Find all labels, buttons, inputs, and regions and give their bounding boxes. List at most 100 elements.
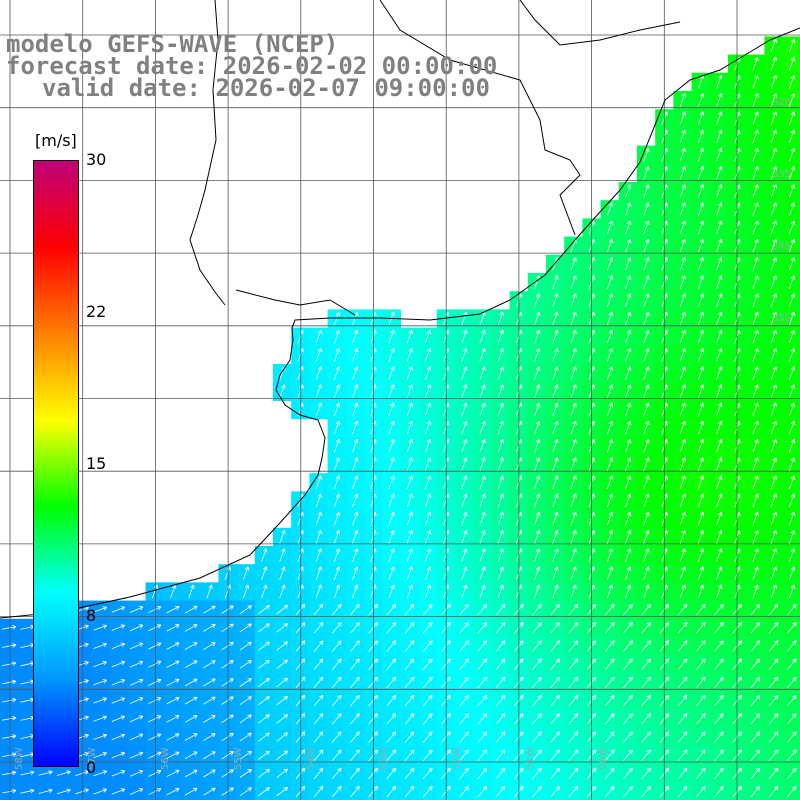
wind-arrow	[479, 348, 486, 362]
wind-arrow	[352, 366, 359, 380]
wind-arrow	[788, 38, 796, 53]
wind-arrow	[752, 293, 759, 308]
wind-arrow	[479, 584, 486, 599]
lon-label: 56W	[160, 747, 171, 770]
wind-cell	[200, 655, 219, 674]
wind-cell	[200, 764, 219, 784]
wind-arrow	[641, 713, 651, 725]
wind-cell	[764, 691, 784, 711]
wind-arrow	[788, 530, 796, 544]
wind-arrow	[752, 493, 759, 508]
wind-arrow	[313, 676, 324, 689]
wind-arrow	[677, 731, 688, 743]
wind-arrow	[479, 384, 486, 399]
wind-cell	[637, 618, 656, 638]
wind-arrow	[495, 658, 506, 670]
wind-arrow	[424, 566, 432, 581]
brazil-border	[379, 0, 581, 236]
wind-cell	[546, 728, 565, 747]
wind-arrow	[641, 603, 651, 616]
wind-arrow	[295, 749, 306, 761]
wind-arrow	[406, 366, 413, 380]
wind-arrow	[532, 785, 542, 798]
wind-arrow	[350, 767, 360, 780]
wind-arrow	[331, 640, 342, 652]
wind-arrow	[315, 402, 322, 417]
wind-arrow	[716, 184, 723, 198]
wind-cell	[254, 728, 274, 747]
wind-arrow	[424, 420, 432, 435]
wind-arrow	[641, 622, 651, 634]
wind-arrow	[697, 366, 705, 380]
wind-arrow	[461, 475, 468, 490]
wind-arrow	[461, 584, 468, 599]
wind-cell	[254, 655, 274, 674]
wind-arrow	[2, 734, 17, 739]
wind-arrow	[550, 658, 560, 670]
wind-arrow	[2, 788, 17, 794]
wind-arrow	[221, 732, 234, 742]
wind-arrow	[677, 603, 688, 616]
wind-arrow	[623, 658, 633, 670]
wind-arrow	[768, 640, 779, 652]
wind-arrow	[786, 694, 797, 707]
wind-arrow	[552, 402, 559, 417]
wind-cell	[491, 764, 511, 784]
wind-arrow	[643, 457, 650, 471]
wind-arrow	[750, 713, 761, 725]
wind-arrow	[786, 640, 797, 652]
wind-arrow	[714, 749, 724, 761]
wind-arrow	[643, 348, 650, 362]
wind-arrow	[606, 311, 614, 326]
wind-arrow	[714, 785, 724, 798]
wind-arrow	[459, 785, 469, 798]
wind-arrow	[495, 694, 506, 707]
wind-arrow	[276, 732, 288, 742]
wind-cell	[546, 709, 565, 729]
wind-arrow	[714, 731, 724, 743]
wind-arrow	[606, 220, 614, 235]
wind-arrow	[166, 660, 180, 668]
wind-arrow	[477, 713, 488, 725]
wind-arrow	[388, 475, 395, 490]
wind-arrow	[75, 788, 89, 795]
wind-arrow	[422, 713, 433, 725]
wind-arrow	[788, 511, 796, 526]
wind-arrow	[534, 293, 541, 308]
wind-arrow	[333, 493, 341, 508]
wind-arrow	[188, 584, 195, 599]
wind-arrow	[770, 220, 777, 235]
wind-cell	[163, 673, 183, 693]
wind-cell	[728, 618, 747, 638]
wind-arrow	[623, 603, 633, 616]
wind-arrow	[258, 768, 270, 779]
wind-arrow	[111, 642, 126, 650]
wind-arrow	[479, 366, 486, 380]
wind-arrow	[258, 696, 270, 706]
wind-arrow	[788, 184, 796, 198]
wind-arrow	[697, 311, 705, 326]
wind-arrow	[315, 511, 322, 526]
wind-arrow	[606, 402, 614, 417]
wind-arrow	[625, 275, 632, 289]
wind-arrow	[697, 493, 705, 508]
wind-arrow	[625, 548, 632, 562]
wind-arrow	[386, 731, 397, 743]
wind-arrow	[497, 402, 504, 417]
wind-arrow	[497, 493, 504, 508]
wind-arrow	[352, 511, 359, 526]
wind-arrow	[604, 658, 615, 670]
lat-label: 35S	[772, 313, 791, 324]
wind-arrow	[258, 787, 270, 797]
wind-cell	[163, 600, 183, 620]
wind-arrow	[461, 420, 468, 435]
wind-arrow	[604, 749, 615, 761]
wind-cell	[600, 637, 620, 656]
wind-arrow	[129, 624, 144, 632]
wind-arrow	[276, 605, 288, 615]
wind-arrow	[93, 624, 107, 631]
wind-arrow	[714, 713, 724, 725]
wind-arrow	[788, 402, 796, 417]
wind-arrow	[625, 257, 632, 271]
wind-arrow	[258, 605, 270, 615]
